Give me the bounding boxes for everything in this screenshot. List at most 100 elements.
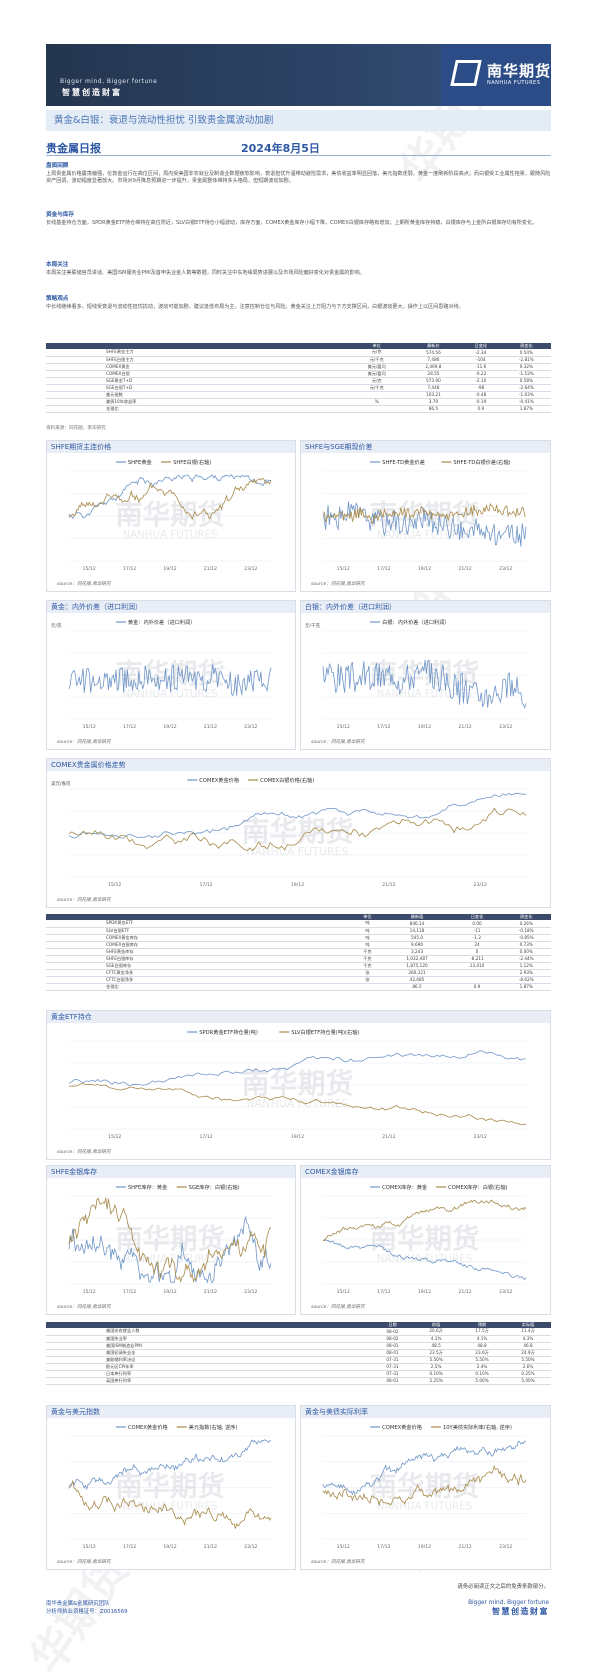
table-cell: 2.93%	[501, 969, 551, 977]
table-row: SHFE白银主力 元/千克 7,486 -104 -2.81%	[46, 356, 551, 364]
table-cell: -98	[459, 384, 502, 392]
chart-watermark: 南华期货	[241, 1067, 353, 1100]
x-tick-label: 15/12	[337, 1289, 350, 1295]
series-line	[322, 1465, 527, 1507]
table-cell: 0.10%	[459, 1370, 506, 1378]
table-row: 日本央行利率 07-31 0.10% 0.10% 0.25%	[46, 1370, 551, 1378]
table-cell: 金银比	[46, 405, 347, 413]
macro-table: 日期 前值 预期 实际值 美国非农就业人数 08-02 20.6万 17.5万 11.4万 美国失…	[46, 1322, 551, 1385]
table-cell: 2.6%	[505, 1363, 551, 1371]
table-cell: 千克	[353, 948, 382, 956]
table-cell: 英国央行利率	[46, 1377, 372, 1385]
x-tick-label: 23/12	[499, 566, 512, 572]
section-body: 上周贵金属价格震荡偏强，伦敦金运行在高位区间，周内受美国非农就业及制造业数据疲软…	[46, 170, 551, 185]
table-header-cell: 实际值	[505, 1322, 551, 1328]
table-header-cell: 最新价	[406, 343, 460, 349]
series-line	[322, 502, 527, 525]
chart-title: 黄金与美元指数	[47, 1406, 295, 1418]
table-cell: 美国失业率	[46, 1335, 372, 1343]
chart-shfe-inventory: SHFE金银库存 南华期货 NANHUA FUTURES SHFE库存：黄金 SGE库存…	[46, 1165, 296, 1315]
table-header-cell	[46, 1322, 372, 1328]
section-funds: 资金与库存 长线基金持仓方面，SPDR黄金ETF持仓维持在高位附近，SLV白银E…	[46, 212, 551, 227]
table-cell: COMEX白银	[46, 370, 347, 378]
table-cell: 0.25%	[505, 1370, 551, 1378]
logo-name: 南华期货	[487, 62, 552, 80]
x-tick-label: 21/12	[458, 724, 471, 730]
table-cell: -0.48	[459, 391, 502, 399]
header-slogan-cn: 智慧创造财富	[62, 88, 122, 97]
logo-name-en: NANHUA FUTURES	[487, 80, 541, 86]
chart-title: COMEX贵金属价格走势	[47, 759, 550, 771]
x-tick-label: 19/12	[418, 1544, 431, 1550]
series-line	[68, 792, 527, 839]
table-row: 美联储利率决议 07-31 5.50% 5.50% 5.50%	[46, 1356, 551, 1364]
legend-label: COMEX白银价格(右轴)	[260, 776, 314, 784]
table-cell: SLV白银ETF	[46, 927, 354, 935]
x-tick-label: 15/12	[83, 724, 96, 730]
table-cell: -0.41%	[501, 398, 551, 406]
legend-label: SHFE白银(右轴)	[173, 458, 211, 466]
chart-watermark-en: NANHUA FUTURES	[246, 1097, 348, 1110]
legend-label: SLV白银ETF持仓量(吨)(右轴)	[291, 1028, 359, 1036]
legend-label: SHFE黄金	[128, 458, 153, 466]
chart-source: source：同花顺,南华研究	[311, 1560, 365, 1565]
table-cell: SHFE白银主力	[46, 356, 347, 364]
chart-silver-import-profit: 白银：内外价差（进口利润） 南华期货 NANHUA FUTURES 白银：内外价差（进…	[300, 600, 551, 750]
table-cell: 0.00%	[501, 948, 551, 956]
table-cell: -2.81%	[501, 356, 551, 364]
footer-analyst: 分析师执业资格证号：Z0016569	[46, 1609, 128, 1615]
chart-shfe-price: SHFE期货主连价格 南华期货 NANHUA FUTURES SHFE黄金 SHFE白银…	[46, 440, 296, 592]
x-tick-label: 23/12	[499, 724, 512, 730]
x-tick-label: 15/12	[108, 1134, 121, 1140]
table-cell: 金银比	[46, 983, 354, 991]
chart-source: source：同花顺,南华研究	[57, 898, 111, 903]
table-row: 美国初请失业金 08-01 23.5万 23.6万 24.9万	[46, 1349, 551, 1357]
footer-team-name: 南华贵金属&金属研究团队	[46, 1601, 110, 1607]
table-cell: 张	[353, 969, 382, 977]
table-cell: 14,118	[381, 927, 453, 935]
axis-unit: 元/千克	[305, 622, 321, 629]
table-cell: 元/千克	[346, 356, 407, 364]
table-row: CFTC白银净多张 42,685 -8.62%	[46, 976, 551, 984]
table-cell: COMEX白银库存	[46, 941, 354, 949]
table-header-cell: 日期	[371, 1322, 414, 1328]
table-cell: 0.58%	[501, 377, 551, 385]
table-cell: %	[346, 398, 407, 406]
table-cell: -1.53%	[501, 370, 551, 378]
x-tick-label: 21/12	[204, 724, 217, 730]
table-cell: 吨	[353, 927, 382, 935]
table-header-cell: 日变化	[459, 343, 502, 349]
table-cell: 1,032,487	[381, 955, 453, 963]
table-cell: 2.4%	[459, 1363, 506, 1371]
table-cell: 48.8	[459, 1342, 506, 1350]
legend-label: COMEX库存：黄金	[382, 1183, 428, 1191]
table-cell: 欧元区CPI年率	[46, 1363, 372, 1371]
table-cell: -2.34	[459, 349, 502, 357]
x-tick-label: 21/12	[204, 1289, 217, 1295]
legend-label: COMEX库存：白银(右轴)	[448, 1183, 507, 1191]
series-line	[322, 1239, 527, 1281]
section-review: 盘面回顾 上周贵金属价格震荡偏强，伦敦金运行在高位区间，周内受美国非农就业及制造…	[46, 163, 551, 186]
series-line	[322, 1199, 527, 1242]
table-cell: 46.8	[505, 1342, 551, 1350]
header-slogan: Bigger mind, Bigger fortune	[60, 78, 158, 85]
x-tick-label: 21/12	[382, 1134, 395, 1140]
table-cell: -0.22	[459, 370, 502, 378]
table-row: SGE黄金T+D 元/克 573.90 -2.10 0.58%	[46, 377, 551, 385]
table-cell: 美国初请失业金	[46, 1349, 372, 1357]
legend-label: 白银：内外价差（进口利润）	[382, 618, 449, 626]
table-cell: 17.5万	[459, 1328, 506, 1336]
section-watch: 本周关注 本周关注美联储官员讲话、美国ISM服务业PMI及首申失业金人数等数据，…	[46, 262, 551, 277]
table-row: SHFE黄金主力 元/克 574.56 -2.34 0.54%	[46, 349, 551, 357]
table-cell: 48.5	[413, 1342, 460, 1350]
table-cell: 日本央行利率	[46, 1370, 372, 1378]
table-row: 美元指数 103.21 -0.48 -1.03%	[46, 391, 551, 399]
logo-mark-icon	[450, 60, 482, 86]
table-cell: -1.03%	[501, 391, 551, 399]
x-tick-label: 21/12	[458, 1544, 471, 1550]
footer-slogan: Bigger mind, Bigger fortune	[468, 1600, 549, 1606]
